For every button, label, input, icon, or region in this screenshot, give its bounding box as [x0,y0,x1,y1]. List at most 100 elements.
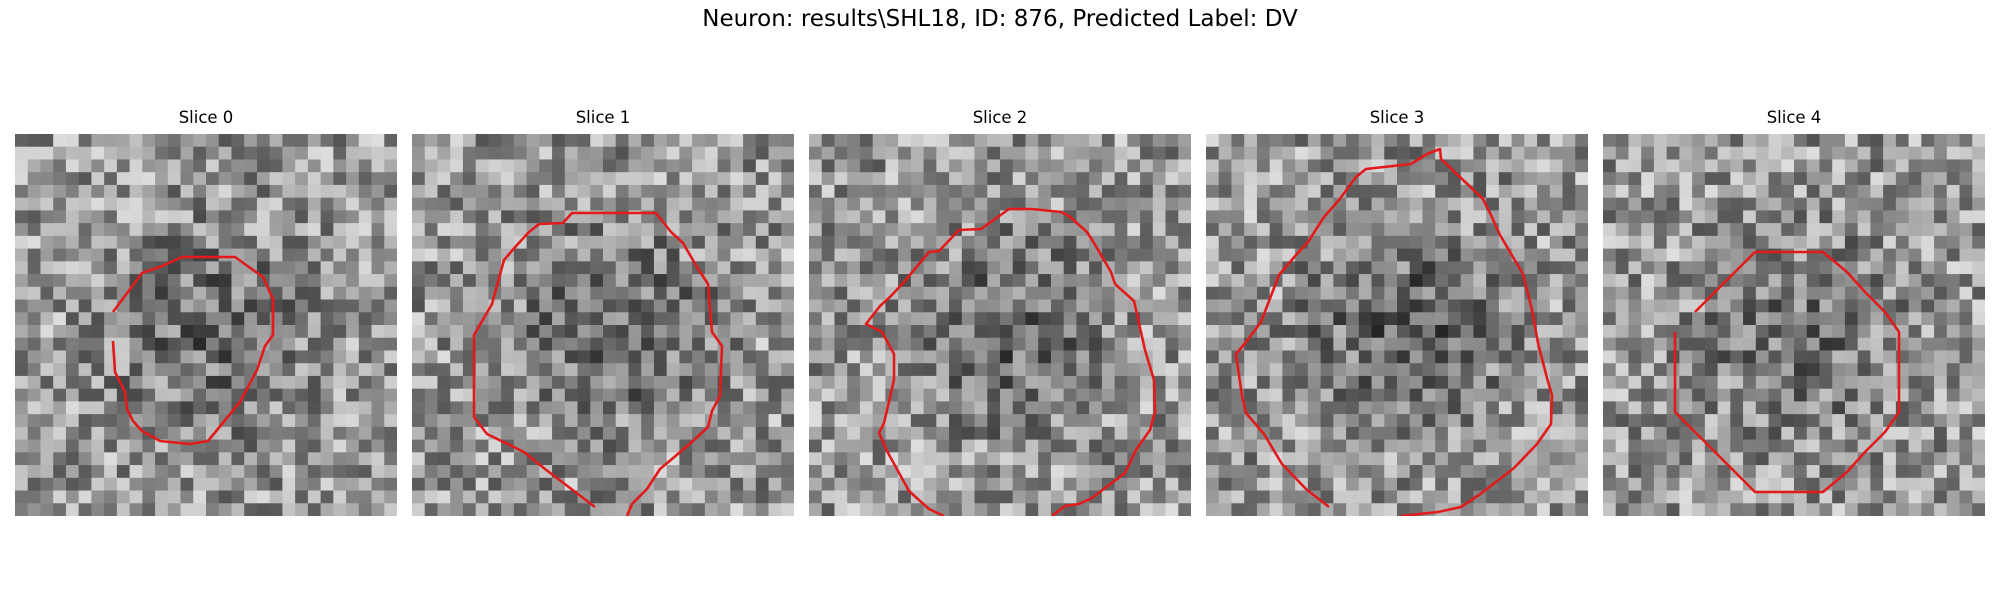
pixel-cell [1435,286,1449,301]
pixel-cell [1244,197,1258,211]
pixel-cell [475,197,489,211]
pixel-cell [1704,286,1719,301]
pixel-cell [1025,210,1039,224]
pixel-cell [244,210,258,224]
pixel-cell [53,452,67,466]
pixel-cell [1460,337,1474,352]
pixel-cell [1768,261,1782,275]
pixel-cell [1076,159,1090,173]
pixel-cell [1231,477,1245,492]
pixel-cell [1127,146,1141,161]
pixel-cell [898,159,912,173]
pixel-cell [437,299,451,313]
pixel-cell [717,414,731,428]
pixel-cell [412,490,426,504]
pixel-cell [1934,490,1948,504]
pixel-cell [384,223,397,237]
pixel-cell [1000,197,1014,211]
pixel-cell [1755,286,1770,301]
pixel-cell [1743,312,1757,326]
pixel-cell [1089,210,1103,224]
pixel-cell [1679,184,1693,199]
pixel-cell [475,248,489,262]
pixel-cell [859,426,874,441]
pixel-cell [104,452,118,466]
pixel-cell [1666,223,1680,237]
pixel-cell [1460,312,1474,326]
pixel-cell [424,286,439,301]
pixel-cell [1000,134,1014,148]
pixel-cell [1089,503,1103,516]
pixel-cell [961,375,976,390]
pixel-cell [898,414,912,428]
pixel-cell [526,350,540,364]
pixel-cell [1038,337,1052,352]
pixel-cell [307,477,322,492]
pixel-cell [218,312,233,326]
pixel-cell [1832,452,1846,466]
pixel-cell [1794,286,1808,301]
pixel-cell [1165,388,1179,402]
pixel-cell [437,134,451,148]
pixel-cell [872,286,886,301]
pixel-cell [666,312,680,326]
pixel-cell [1717,414,1731,428]
pixel-cell [666,274,680,288]
pixel-cell [1140,223,1154,237]
pixel-cell [603,452,617,466]
pixel-cell [1358,401,1373,415]
pixel-cell [1333,503,1347,516]
pixel-cell [91,184,105,199]
pixel-cell [488,248,502,262]
pixel-cell [1641,274,1655,288]
pixel-cell [1244,439,1258,453]
pixel-cell [1562,325,1576,339]
pixel-cell [167,325,182,339]
pixel-cell [1218,172,1233,186]
pixel-cell [1218,477,1233,492]
pixel-cell [1178,235,1191,250]
pixel-cell [1615,223,1630,237]
pixel-cell [641,503,655,516]
pixel-cell [1549,426,1564,441]
pixel-cell [1524,197,1538,211]
pixel-cell [282,235,296,250]
pixel-cell [1832,223,1846,237]
pixel-cell [1679,350,1693,364]
pixel-cell [809,363,823,377]
pixel-cell [27,159,42,173]
pixel-cell [564,325,579,339]
pixel-cell [256,363,271,377]
pixel-cell [333,503,347,516]
pixel-cell [193,452,207,466]
pixel-cell [1895,299,1910,313]
pixel-cell [1537,184,1551,199]
pixel-cell [1704,235,1719,250]
pixel-cell [1397,197,1411,211]
pixel-cell [1679,286,1693,301]
pixel-cell [1857,490,1871,504]
pixel-cell [834,350,848,364]
pixel-cell [1921,363,1935,377]
pixel-cell [923,363,937,377]
pixel-cell [1422,286,1436,301]
pixel-cell [1524,261,1538,275]
pixel-cell [526,274,540,288]
pixel-cell [872,248,886,262]
pixel-cell [206,274,220,288]
pixel-cell [949,210,963,224]
figure-title: Neuron: results\SHL18, ID: 876, Predicte… [702,6,1298,32]
pixel-cell [755,286,770,301]
pixel-cell [1397,248,1411,262]
pixel-cell [1768,312,1782,326]
pixel-cell [1256,134,1271,148]
pixel-cell [104,401,118,415]
pixel-cell [1537,134,1551,148]
pixel-cell [1346,312,1360,326]
pixel-cell [180,426,194,441]
pixel-cell [768,184,782,199]
pixel-cell [256,286,271,301]
pixel-cell [834,477,848,492]
pixel-cell [1038,490,1052,504]
pixel-cell [1857,465,1871,479]
